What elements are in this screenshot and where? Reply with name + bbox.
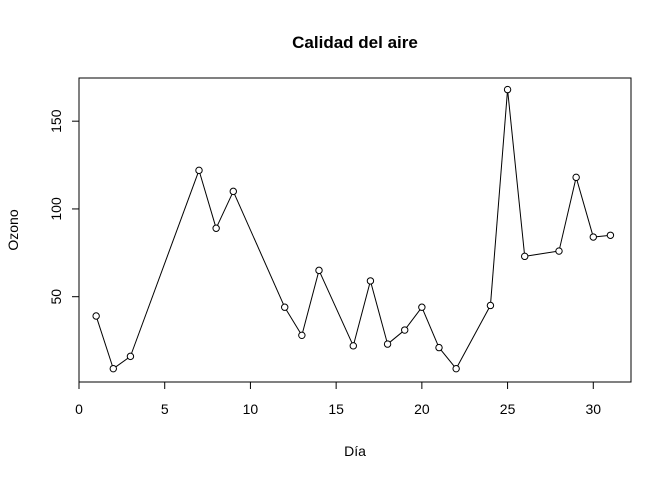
x-tick-label: 25 — [500, 401, 516, 417]
x-tick-label: 20 — [414, 401, 430, 417]
series-line-segment — [131, 173, 199, 354]
data-point — [383, 340, 392, 348]
data-point — [452, 364, 460, 373]
x-tick-label: 0 — [75, 401, 83, 417]
series-line-segment — [422, 309, 439, 345]
data-point — [315, 266, 323, 275]
y-axis: 50 100 150 — [48, 109, 80, 305]
data-point — [521, 252, 529, 261]
data-point — [555, 247, 563, 255]
series-line-segment — [199, 173, 216, 226]
data-point — [298, 331, 306, 340]
x-tick-label: 5 — [161, 401, 169, 417]
data-point — [195, 166, 203, 175]
series-line-segment — [559, 180, 576, 249]
series-line-segment — [596, 235, 608, 238]
series-line-segment — [507, 92, 525, 254]
chart-title: Calidad del aire — [292, 33, 418, 52]
y-axis-label: Ozono — [5, 209, 21, 250]
series-line-segment — [457, 308, 490, 367]
series-line-segment — [115, 357, 129, 368]
data-point — [229, 187, 237, 196]
x-axis: 0 5 10 15 20 25 30 — [75, 381, 601, 417]
data-point — [349, 342, 357, 350]
series-line-segment — [370, 283, 388, 342]
data-point — [281, 303, 289, 311]
series-line-segment — [527, 251, 556, 257]
series-line-segment — [285, 309, 301, 333]
x-tick-label: 30 — [585, 401, 601, 417]
series-line-segment — [234, 194, 284, 305]
series-line-segment — [96, 318, 113, 366]
series-line-segment — [302, 273, 319, 333]
data-point — [92, 312, 100, 320]
data-point — [503, 85, 512, 94]
y-tick-label: 150 — [48, 109, 64, 133]
series-line-segment — [319, 273, 353, 344]
data-point — [418, 303, 426, 311]
series-layer — [92, 85, 615, 373]
data-point — [212, 224, 220, 232]
data-point — [126, 352, 135, 361]
x-axis-label: Día — [344, 443, 366, 459]
data-point — [572, 173, 580, 182]
y-tick-label: 50 — [48, 289, 64, 305]
series-line-segment — [440, 349, 455, 367]
plot-frame — [78, 77, 632, 383]
data-point — [435, 343, 443, 352]
series-line-segment — [490, 92, 508, 303]
data-point — [366, 277, 375, 285]
series-line-segment — [576, 180, 593, 235]
data-point — [486, 301, 495, 310]
x-tick-label: 15 — [328, 401, 344, 417]
series-line-segment — [217, 194, 233, 226]
series-line-segment — [353, 283, 371, 343]
data-point — [109, 364, 117, 373]
y-tick-label: 100 — [48, 197, 64, 221]
x-tick-label: 10 — [243, 401, 259, 417]
series-line-segment — [389, 331, 403, 343]
data-point — [606, 231, 615, 239]
data-point — [401, 326, 409, 334]
series-line-segment — [406, 309, 421, 328]
data-point — [589, 233, 597, 241]
